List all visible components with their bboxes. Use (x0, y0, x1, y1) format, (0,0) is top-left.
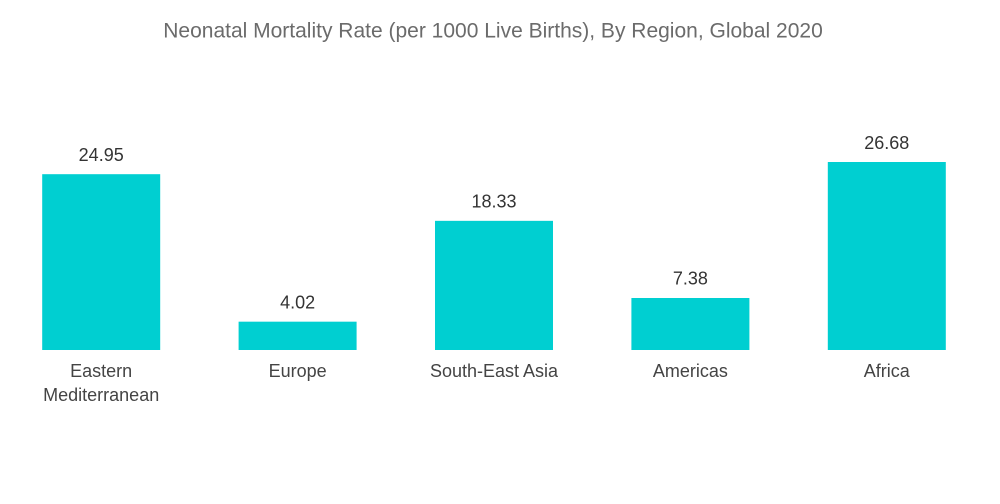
x-tick-label: Americas (652, 361, 728, 381)
x-tick-label: South-East Asia (429, 361, 559, 381)
value-label: 4.02 (280, 292, 315, 312)
chart-title: Neonatal Mortality Rate (per 1000 Live B… (163, 20, 823, 43)
value-label: 18.33 (471, 192, 516, 212)
value-label: 26.68 (864, 133, 909, 153)
bar (238, 321, 357, 350)
x-tick-label: Europe (268, 361, 327, 381)
bar (827, 162, 946, 350)
x-tick-label: Eastern Mediterranean (43, 361, 160, 405)
bar (631, 297, 750, 350)
value-label: 7.38 (673, 269, 708, 289)
value-label: 24.95 (79, 145, 124, 165)
bar (42, 174, 161, 350)
x-tick-label: Africa (863, 361, 910, 381)
bar (435, 220, 553, 350)
